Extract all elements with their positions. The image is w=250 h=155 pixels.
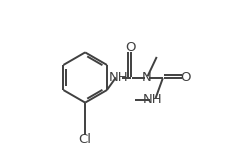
Text: O: O	[180, 71, 190, 84]
Text: NH: NH	[142, 93, 162, 106]
Text: Cl: Cl	[78, 133, 91, 146]
Text: O: O	[125, 41, 136, 54]
Text: NH: NH	[108, 71, 128, 84]
Text: N: N	[141, 71, 151, 84]
